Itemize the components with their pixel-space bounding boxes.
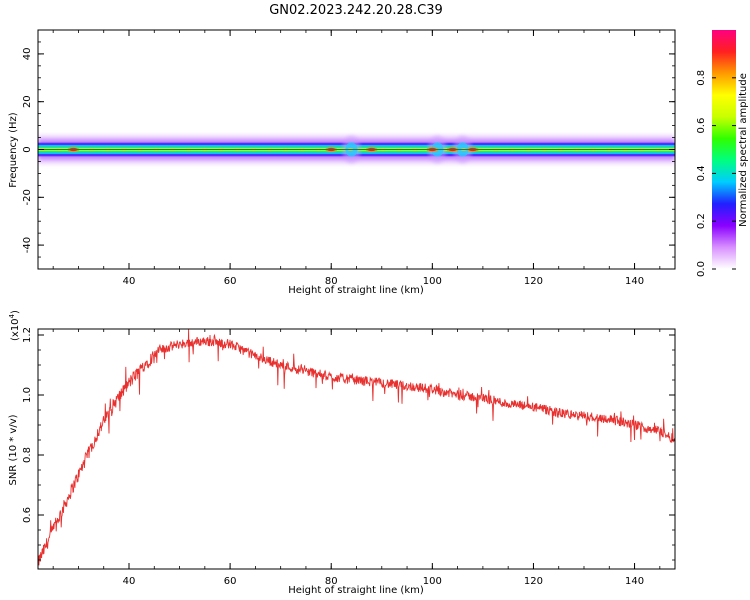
colorbar-tick-label: 0.6	[696, 118, 707, 134]
spectrogram-y-tick-label: 0	[22, 146, 33, 152]
spectrogram-x-tick-label: 120	[524, 276, 543, 287]
snr-x-label: Height of straight line (km)	[288, 585, 424, 596]
colorbar-tick-label: 0.8	[696, 70, 707, 86]
spectrogram-y-ticks: -40 -20 0 20 40	[22, 41, 675, 258]
colorbar: 0.0 0.2 0.4 0.6 0.8 Normalized spectral ampl…	[696, 30, 749, 277]
colorbar-tick-label: 0.4	[696, 165, 707, 181]
snr-x-ticks: 40 60 80 100 120 140	[52, 329, 661, 587]
spectrogram-y-tick-label: -40	[22, 237, 33, 253]
figure-title: GN02.2023.242.20.28.C39	[269, 3, 443, 18]
snr-y-tick-label: 1.2	[22, 327, 33, 343]
colorbar-tick-label: 0.2	[696, 213, 707, 229]
spectrogram-x-tick-label: 80	[325, 276, 338, 287]
spectral-band	[38, 135, 675, 164]
snr-y-label: SNR (10 * v/v)	[8, 414, 19, 485]
snr-y-tick-label: 0.8	[22, 447, 33, 463]
snr-x-tick-label: 120	[524, 576, 543, 587]
spectrogram-x-tick-label: 100	[423, 276, 442, 287]
spectrogram-x-label: Height of straight line (km)	[288, 285, 424, 296]
snr-y-tick-label: 1.0	[22, 387, 33, 403]
snr-y-multiplier: (x104)	[8, 310, 21, 341]
snr-panel: 40 60 80 100 120 140 0.6 0.8 1.0 1.2 Height of s…	[8, 310, 676, 596]
colorbar-ticks: 0.0 0.2 0.4 0.6 0.8	[696, 70, 736, 277]
spectrogram-y-tick-label: 20	[22, 95, 33, 108]
spectrogram-x-tick-label: 40	[123, 276, 136, 287]
spectrogram-x-tick-label: 140	[625, 276, 644, 287]
snr-frame	[37, 328, 676, 570]
spectrogram-y-tick-label: -20	[22, 189, 33, 205]
snr-x-tick-label: 40	[123, 576, 136, 587]
snr-y-ticks: 0.6 0.8 1.0 1.2	[22, 327, 675, 561]
spectrogram-x-ticks: 40 60 80 100 120 140	[52, 30, 661, 287]
colorbar-label: Normalized spectral amplitude	[738, 73, 749, 227]
colorbar-gradient	[712, 30, 736, 269]
snr-x-tick-label: 80	[325, 576, 338, 587]
snr-series-line	[38, 329, 675, 566]
snr-x-tick-label: 100	[423, 576, 442, 587]
snr-x-tick-label: 60	[224, 576, 237, 587]
colorbar-tick-label: 0.0	[696, 261, 707, 277]
snr-x-tick-label: 140	[625, 576, 644, 587]
spectrogram-y-tick-label: 40	[22, 48, 33, 61]
spectrogram-y-label: Frequency (Hz)	[8, 112, 19, 188]
spectrogram-x-tick-label: 60	[224, 276, 237, 287]
snr-y-tick-label: 0.6	[22, 507, 33, 523]
spectrogram-panel: 40 60 80 100 120 140 -40 -20 0 20 40 Height of st…	[8, 29, 676, 296]
